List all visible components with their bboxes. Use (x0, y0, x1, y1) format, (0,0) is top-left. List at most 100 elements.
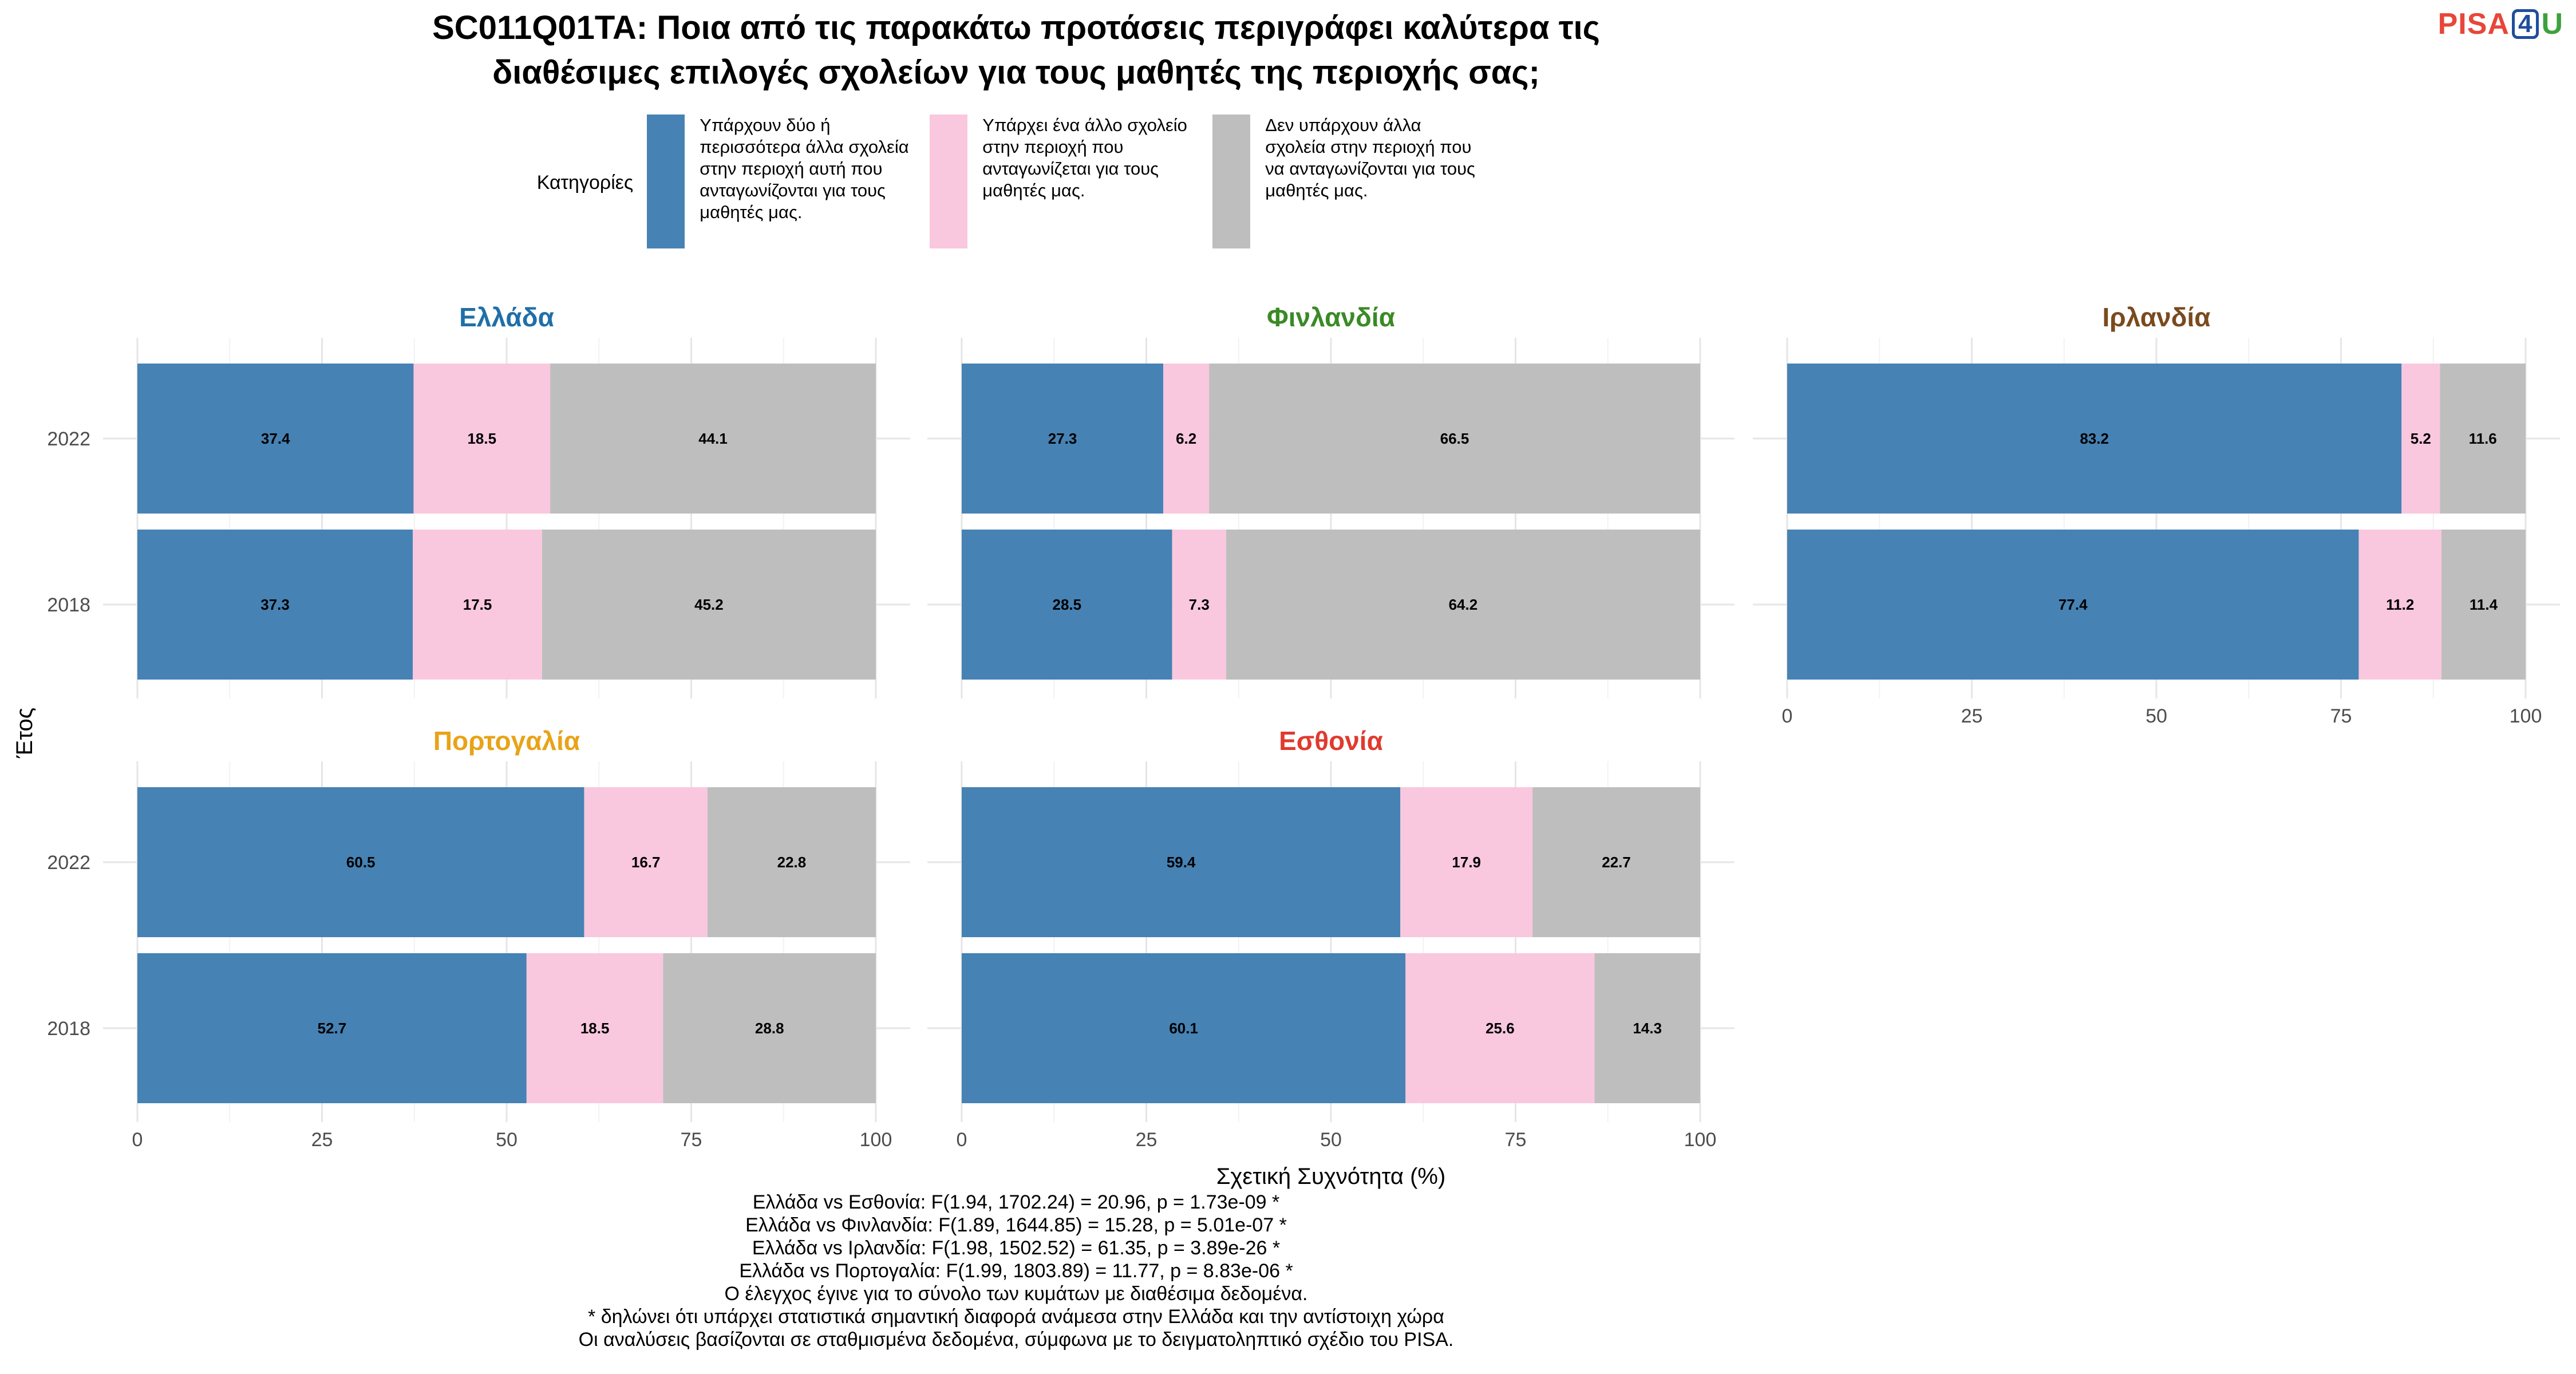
chart-title-line-2: διαθέσιμες επιλογές σχολείων για τους μα… (492, 54, 1540, 91)
panel-5-bar-2022-seg-2 (1400, 787, 1533, 937)
panel-4-bar-2022-seg-1 (137, 787, 584, 937)
panel-2-bar-2022-seg-1 (962, 364, 1164, 514)
panel-1-title: Ελλάδα (459, 302, 554, 332)
panel-4-x-tick-50: 50 (496, 1129, 517, 1151)
panel-3-label-2018-seg-1: 77.4 (2059, 596, 2088, 613)
panel-4-label-2018-seg-3: 28.8 (755, 1020, 784, 1037)
panel-1-label-2018-seg-3: 45.2 (694, 596, 724, 613)
panel-5-bar-2018-seg-2 (1405, 953, 1595, 1103)
panel-3-bar-2022-seg-3 (2440, 364, 2526, 514)
panel-2-bar-2022-seg-3 (1209, 364, 1700, 514)
panel-5-label-2022-seg-3: 22.7 (1602, 854, 1631, 871)
legend: Κατηγορίες Υπάρχουν δύο ή περισσότερα άλ… (0, 114, 2032, 248)
panel-4-title: Πορτογαλία (433, 726, 580, 756)
panel-3-x-tick-75: 75 (2330, 705, 2352, 727)
logo-text-4: 4 (2511, 9, 2539, 39)
panel-1-label-2018-seg-2: 17.5 (463, 596, 492, 613)
panel-3-label-2022-seg-3: 11.6 (2469, 430, 2497, 447)
y-axis-title: Έτος (12, 708, 37, 759)
panel-4-label-2022-seg-1: 60.5 (346, 854, 376, 871)
panel-4-x-tick-100: 100 (860, 1129, 892, 1151)
panel-1-bar-2018-seg-1 (137, 530, 413, 680)
panel-4-bar-2022-seg-2 (584, 787, 708, 937)
panel-2-title: Φινλανδία (1267, 302, 1395, 332)
panel-1-bar-2022-seg-1 (137, 364, 414, 514)
panel-5-x-tick-100: 100 (1684, 1129, 1717, 1151)
panel-3-label-2022-seg-2: 5.2 (2411, 430, 2431, 447)
panel-3-x-tick-0: 0 (1782, 705, 1793, 727)
legend-title: Κατηγορίες (536, 172, 634, 194)
legend-swatch-2 (930, 114, 968, 248)
panel-4-bar-2018-seg-3 (663, 953, 876, 1103)
panel-3-bar-2018-seg-1 (1787, 530, 2359, 680)
panel-3-x-tick-100: 100 (2510, 705, 2542, 727)
panel-4-bar-2018-seg-1 (137, 953, 527, 1103)
panel-4-label-2022-seg-2: 16.7 (631, 854, 661, 871)
panel-3-label-2022-seg-1: 83.2 (2080, 430, 2109, 447)
legend-label-2: Υπάρχει ένα άλλο σχολείο στην περιοχή πο… (982, 115, 1187, 200)
panel-1-label-2022-seg-2: 18.5 (467, 430, 496, 447)
legend-item-2: Υπάρχει ένα άλλο σχολείο στην περιοχή πο… (930, 114, 1194, 248)
panel-2-label-2022-seg-3: 66.5 (1440, 430, 1469, 447)
footnote-3: Ελλάδα vs Ιρλανδία: F(1.98, 1502.52) = 6… (752, 1237, 1281, 1259)
panel-1-bar-2018-seg-3 (542, 530, 876, 680)
panel-5-label-2018-seg-3: 14.3 (1633, 1020, 1662, 1037)
panel-3-x-tick-50: 50 (2146, 705, 2167, 727)
panel-4-x-tick-0: 0 (132, 1129, 143, 1151)
legend-swatch-3 (1212, 114, 1251, 248)
panel-2-label-2022-seg-1: 27.3 (1048, 430, 1077, 447)
panel-2-label-2018-seg-2: 7.3 (1189, 596, 1210, 613)
x-axis-title: Σχετική Συχνότητα (%) (1216, 1164, 1446, 1189)
footnote-1: Ελλάδα vs Εσθονία: F(1.94, 1702.24) = 20… (752, 1191, 1280, 1213)
panel-5-label-2018-seg-1: 60.1 (1169, 1020, 1198, 1037)
panel-5-x-tick-75: 75 (1505, 1129, 1527, 1151)
legend-item-1: Υπάρχουν δύο ή περισσότερα άλλα σχολεία … (647, 114, 911, 248)
panel-2-label-2018-seg-3: 64.2 (1449, 596, 1478, 613)
footnote-5: Ο έλεγχος έγινε για το σύνολο των κυμάτω… (724, 1283, 1308, 1305)
row-2-y-tick-2022: 2022 (47, 852, 90, 874)
legend-label-3: Δεν υπάρχουν άλλα σχολεία στην περιοχή π… (1265, 115, 1475, 200)
footnotes: Ελλάδα vs Εσθονία: F(1.94, 1702.24) = 20… (0, 1191, 2032, 1351)
legend-label-1: Υπάρχουν δύο ή περισσότερα άλλα σχολεία … (700, 115, 909, 222)
panel-4-bar-2022-seg-3 (707, 787, 876, 937)
chart-title-line-1: SC011Q01TA: Ποια από τις παρακάτω προτάσ… (432, 9, 1600, 46)
pisa4u-logo: PISA 4 U (2438, 7, 2563, 41)
panel-1-label-2022-seg-1: 37.4 (261, 430, 290, 447)
panel-5-bar-2022-seg-1 (962, 787, 1401, 937)
panel-1-bar-2018-seg-2 (413, 530, 542, 680)
logo-text-pisa: PISA (2437, 7, 2510, 41)
panel-5-bar-2022-seg-3 (1532, 787, 1700, 937)
footnote-7: Οι αναλύσεις βασίζονται σε σταθμισμένα δ… (578, 1329, 1454, 1351)
footnote-2: Ελλάδα vs Φινλανδία: F(1.89, 1644.85) = … (745, 1214, 1287, 1236)
panel-4-label-2018-seg-1: 52.7 (318, 1020, 347, 1037)
logo-text-u: U (2541, 7, 2563, 41)
panel-5-x-tick-0: 0 (957, 1129, 967, 1151)
panel-5-x-tick-25: 25 (1136, 1129, 1157, 1151)
panel-2-bar-2018-seg-3 (1226, 530, 1700, 680)
panel-5-x-tick-50: 50 (1320, 1129, 1342, 1151)
legend-swatch-1 (647, 114, 685, 248)
footnote-4: Ελλάδα vs Πορτογαλία: F(1.99, 1803.89) =… (739, 1260, 1293, 1282)
panel-2-label-2022-seg-2: 6.2 (1176, 430, 1196, 447)
panel-1-label-2018-seg-1: 37.3 (260, 596, 290, 613)
panel-1-bar-2022-seg-2 (413, 364, 551, 514)
panel-3-bar-2022-seg-2 (2401, 364, 2440, 514)
chart-title: SC011Q01TA: Ποια από τις παρακάτω προτάσ… (0, 6, 2032, 95)
panel-4-x-tick-25: 25 (311, 1129, 333, 1151)
panel-3-bar-2018-seg-3 (2441, 530, 2526, 680)
legend-item-3: Δεν υπάρχουν άλλα σχολεία στην περιοχή π… (1212, 114, 1477, 248)
panel-5-bar-2018-seg-1 (962, 953, 1406, 1103)
panel-5-title: Εσθονία (1279, 726, 1383, 756)
panel-5-label-2018-seg-2: 25.6 (1485, 1020, 1515, 1037)
panel-1-bar-2022-seg-3 (550, 364, 876, 514)
row-1-y-tick-2018: 2018 (47, 594, 90, 616)
panel-3-x-tick-25: 25 (1961, 705, 1983, 727)
panel-2-bar-2018-seg-1 (962, 530, 1172, 680)
panel-2-bar-2018-seg-2 (1172, 530, 1226, 680)
panel-3-label-2018-seg-3: 11.4 (2470, 596, 2498, 613)
panel-4-bar-2018-seg-2 (526, 953, 663, 1103)
panel-5-bar-2018-seg-3 (1594, 953, 1700, 1103)
panel-4-label-2022-seg-3: 22.8 (777, 854, 807, 871)
panel-3-label-2018-seg-2: 11.2 (2386, 596, 2414, 613)
